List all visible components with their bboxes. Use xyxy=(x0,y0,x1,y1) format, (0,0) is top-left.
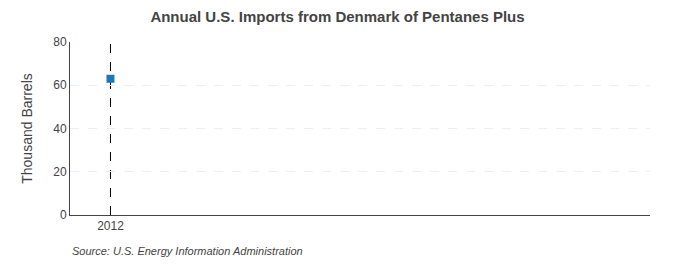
svg-text:2012: 2012 xyxy=(97,219,124,233)
svg-text:Source: U.S. Energy Informatio: Source: U.S. Energy Information Administ… xyxy=(72,245,303,257)
svg-text:0: 0 xyxy=(60,208,67,222)
svg-text:20: 20 xyxy=(53,165,67,179)
svg-text:60: 60 xyxy=(53,78,67,92)
svg-text:40: 40 xyxy=(53,122,67,136)
svg-text:Annual U.S. Imports from Denma: Annual U.S. Imports from Denmark of Pent… xyxy=(150,8,524,25)
svg-text:80: 80 xyxy=(53,35,67,49)
svg-text:Thousand Barrels: Thousand Barrels xyxy=(19,73,35,184)
